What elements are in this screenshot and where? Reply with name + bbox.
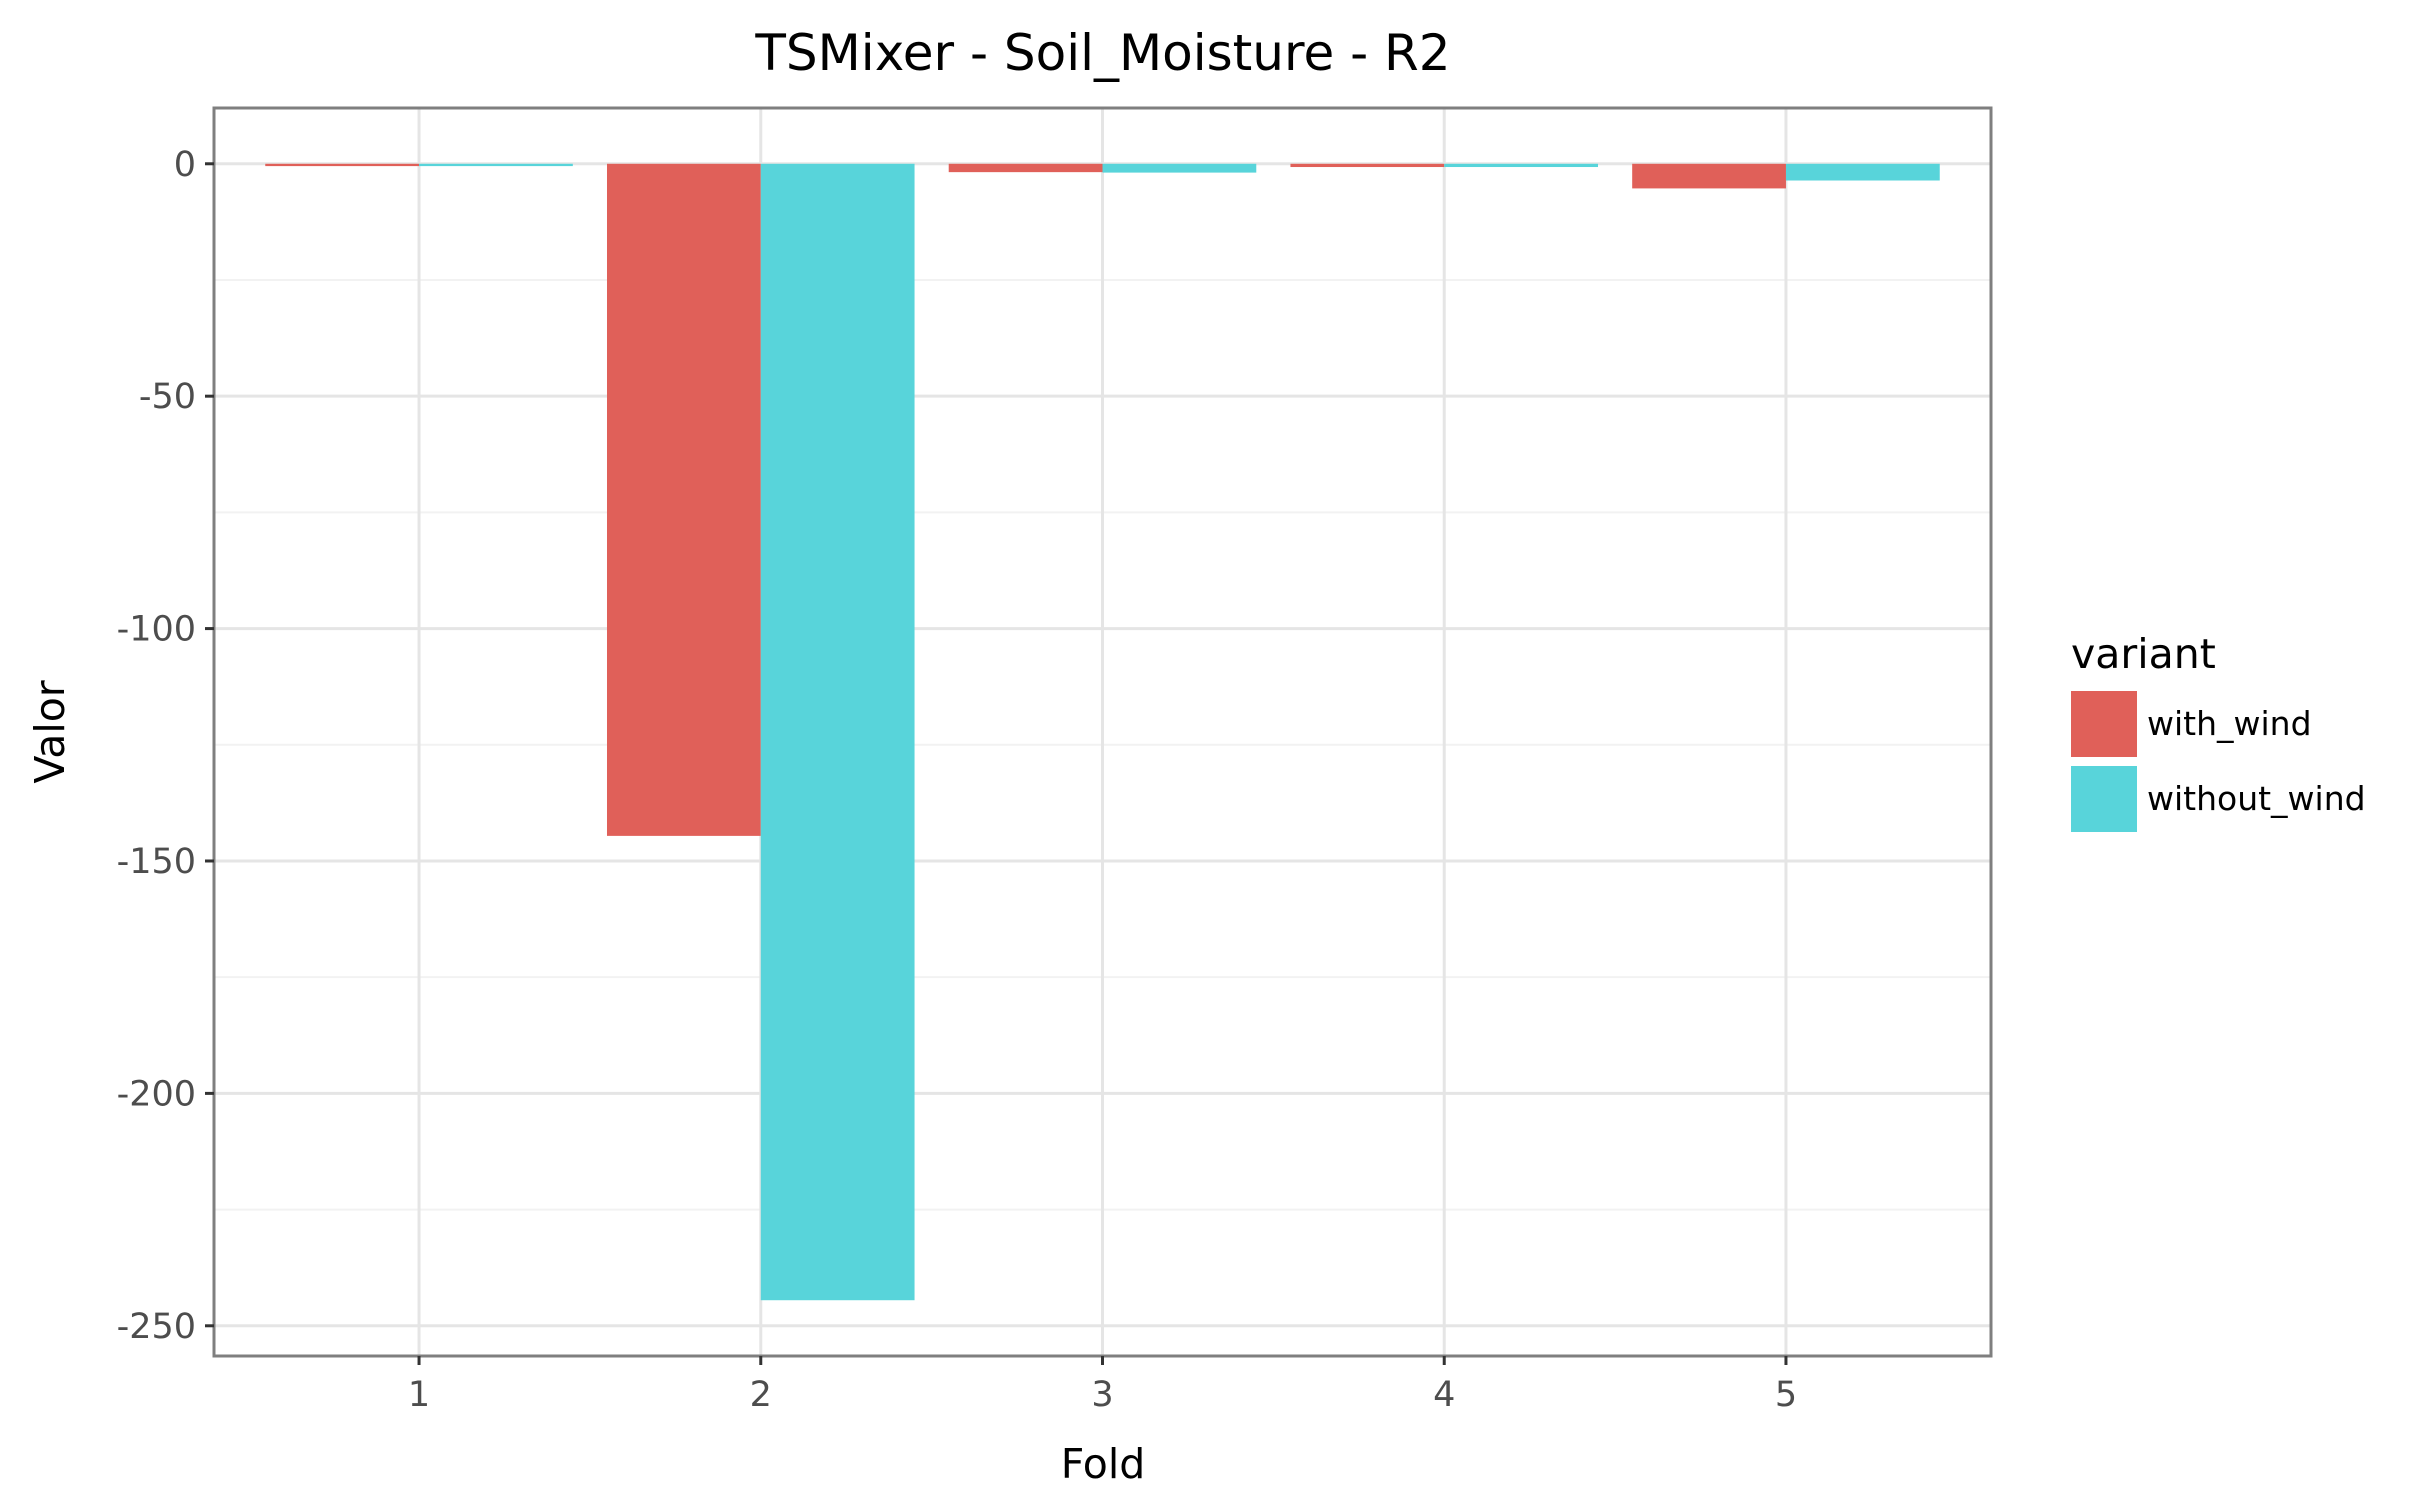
y-tick-label: 0 (174, 145, 196, 185)
bar-without-wind-fold-3 (1102, 163, 1257, 173)
legend-title: variant (2071, 630, 2216, 678)
x-tick-label: 2 (750, 1375, 772, 1415)
legend-item-without-wind: without_wind (2071, 766, 2366, 832)
legend-label-with-wind: with_wind (2147, 704, 2312, 743)
y-tick-label: -100 (117, 610, 196, 650)
grid-major (214, 108, 1991, 1356)
bars (265, 163, 1940, 1301)
legend-item-with-wind: with_wind (2071, 691, 2312, 757)
bar-with-wind-fold-1 (265, 163, 420, 167)
x-tick-label: 3 (1091, 1375, 1113, 1415)
bar-with-wind-fold-5 (1632, 163, 1786, 189)
bar-with-wind-fold-3 (948, 163, 1103, 173)
x-tick-label: 1 (408, 1375, 430, 1415)
legend-label-without-wind: without_wind (2147, 779, 2366, 818)
bar-without-wind-fold-2 (760, 163, 915, 1301)
y-tick-label: -150 (117, 842, 196, 882)
bar-without-wind-fold-1 (419, 163, 573, 167)
x-axis-title: Fold (1061, 1440, 1146, 1488)
legend-swatch-without-wind (2071, 766, 2137, 832)
y-axis: 0 -50 -100 -150 -200 -250 (117, 145, 214, 1347)
x-tick-label: 4 (1433, 1375, 1455, 1415)
y-tick-label: -50 (139, 377, 196, 417)
x-axis: 1 2 3 4 5 (408, 1356, 1797, 1415)
y-tick-label: -250 (117, 1307, 196, 1347)
y-tick-label: -200 (117, 1074, 196, 1114)
y-axis-title: Valor (26, 680, 74, 783)
bar-with-wind-fold-2 (606, 163, 761, 836)
chart-title: TSMixer - Soil_Moisture - R2 (754, 24, 1450, 82)
x-tick-label: 5 (1775, 1375, 1797, 1415)
bar-without-wind-fold-4 (1444, 163, 1599, 168)
legend: variant with_wind without_wind (2071, 630, 2366, 832)
bar-without-wind-fold-5 (1785, 163, 1940, 181)
bar-with-wind-fold-4 (1290, 163, 1445, 168)
legend-swatch-with-wind (2071, 691, 2137, 757)
